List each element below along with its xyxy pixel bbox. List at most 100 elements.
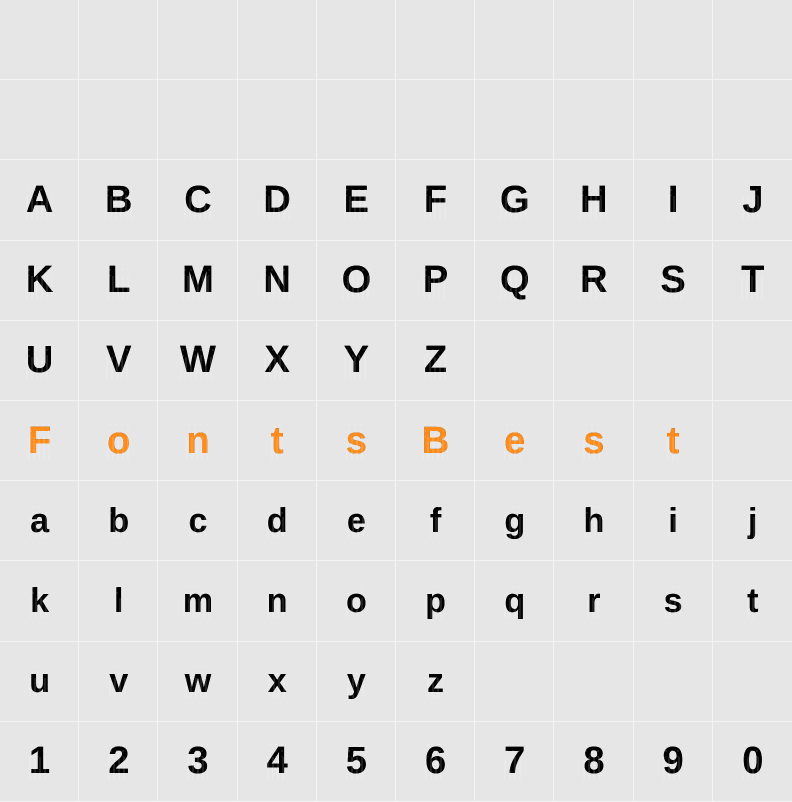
glyph-cell[interactable]: j	[713, 481, 792, 561]
glyph-cell[interactable]: B	[79, 160, 158, 240]
glyph-cell[interactable]: i	[634, 481, 713, 561]
glyph-cell[interactable]: K	[0, 241, 79, 321]
glyph-cell[interactable]	[713, 80, 792, 160]
glyph-cell[interactable]	[554, 0, 633, 80]
glyph-cell[interactable]	[475, 0, 554, 80]
glyph-cell[interactable]: o	[317, 561, 396, 641]
glyph-cell[interactable]: n	[238, 561, 317, 641]
glyph-cell[interactable]	[238, 80, 317, 160]
glyph-cell[interactable]: w	[158, 642, 237, 722]
glyph-cell[interactable]: E	[317, 160, 396, 240]
glyph-cell[interactable]: M	[158, 241, 237, 321]
glyph-cell[interactable]	[634, 642, 713, 722]
glyph-cell[interactable]: S	[634, 241, 713, 321]
glyph-cell[interactable]: t	[238, 401, 317, 481]
glyph-cell[interactable]: d	[238, 481, 317, 561]
glyph-cell[interactable]: T	[713, 241, 792, 321]
glyph-cell[interactable]: s	[554, 401, 633, 481]
glyph-cell[interactable]	[317, 80, 396, 160]
glyph-cell[interactable]: t	[713, 561, 792, 641]
glyph-cell[interactable]: b	[79, 481, 158, 561]
glyph-cell[interactable]: G	[475, 160, 554, 240]
glyph-cell[interactable]	[554, 642, 633, 722]
glyph-cell[interactable]	[554, 321, 633, 401]
glyph-cell[interactable]	[158, 80, 237, 160]
glyph-cell[interactable]: 0	[713, 722, 792, 802]
glyph-cell[interactable]: 3	[158, 722, 237, 802]
glyph-cell[interactable]: 8	[554, 722, 633, 802]
glyph-cell[interactable]: O	[317, 241, 396, 321]
glyph-cell[interactable]: h	[554, 481, 633, 561]
glyph-cell[interactable]: 2	[79, 722, 158, 802]
glyph-cell[interactable]: p	[396, 561, 475, 641]
glyph-cell[interactable]: 1	[0, 722, 79, 802]
glyph-cell[interactable]: 6	[396, 722, 475, 802]
glyph-cell[interactable]: c	[158, 481, 237, 561]
glyph-cell[interactable]: e	[317, 481, 396, 561]
glyph-cell[interactable]: 9	[634, 722, 713, 802]
glyph-cell[interactable]: Y	[317, 321, 396, 401]
glyph-cell[interactable]: X	[238, 321, 317, 401]
glyph-cell[interactable]	[713, 401, 792, 481]
glyph-cell[interactable]	[0, 0, 79, 80]
glyph-cell[interactable]: f	[396, 481, 475, 561]
glyph-cell[interactable]: C	[158, 160, 237, 240]
glyph-cell[interactable]	[713, 642, 792, 722]
glyph-cell[interactable]	[396, 0, 475, 80]
glyph-cell[interactable]: A	[0, 160, 79, 240]
glyph-cell[interactable]	[79, 80, 158, 160]
glyph-cell[interactable]	[475, 642, 554, 722]
glyph-cell[interactable]: V	[79, 321, 158, 401]
glyph-cell[interactable]: v	[79, 642, 158, 722]
glyph-cell[interactable]	[554, 80, 633, 160]
glyph-cell[interactable]: q	[475, 561, 554, 641]
glyph-cell[interactable]	[634, 80, 713, 160]
glyph-cell[interactable]: s	[634, 561, 713, 641]
glyph-cell[interactable]: H	[554, 160, 633, 240]
glyph-cell[interactable]: a	[0, 481, 79, 561]
glyph-cell[interactable]: r	[554, 561, 633, 641]
glyph-cell[interactable]	[475, 321, 554, 401]
glyph-cell[interactable]	[713, 0, 792, 80]
glyph-cell[interactable]: U	[0, 321, 79, 401]
glyph-cell[interactable]: 7	[475, 722, 554, 802]
glyph-cell[interactable]: W	[158, 321, 237, 401]
glyph-cell[interactable]: P	[396, 241, 475, 321]
glyph-cell[interactable]	[317, 0, 396, 80]
glyph-cell[interactable]: Z	[396, 321, 475, 401]
glyph-cell[interactable]: Q	[475, 241, 554, 321]
glyph-cell[interactable]: s	[317, 401, 396, 481]
glyph-cell[interactable]: t	[634, 401, 713, 481]
glyph-cell[interactable]	[238, 0, 317, 80]
glyph-cell[interactable]: N	[238, 241, 317, 321]
glyph-cell[interactable]: F	[0, 401, 79, 481]
glyph-cell[interactable]: m	[158, 561, 237, 641]
glyph-cell[interactable]: l	[79, 561, 158, 641]
glyph-cell[interactable]: I	[634, 160, 713, 240]
glyph-cell[interactable]: B	[396, 401, 475, 481]
glyph-cell[interactable]: y	[317, 642, 396, 722]
glyph-cell[interactable]	[396, 80, 475, 160]
glyph-cell[interactable]: 5	[317, 722, 396, 802]
glyph-cell[interactable]: k	[0, 561, 79, 641]
glyph-cell[interactable]	[0, 80, 79, 160]
glyph-cell[interactable]: o	[79, 401, 158, 481]
glyph-cell[interactable]	[713, 321, 792, 401]
glyph-cell[interactable]: F	[396, 160, 475, 240]
glyph-cell[interactable]: D	[238, 160, 317, 240]
glyph-cell[interactable]: 4	[238, 722, 317, 802]
glyph-cell[interactable]	[634, 0, 713, 80]
glyph-cell[interactable]: n	[158, 401, 237, 481]
glyph-cell[interactable]: x	[238, 642, 317, 722]
glyph-cell[interactable]: g	[475, 481, 554, 561]
glyph-cell[interactable]	[158, 0, 237, 80]
glyph-cell[interactable]	[634, 321, 713, 401]
glyph-cell[interactable]: u	[0, 642, 79, 722]
glyph-cell[interactable]: z	[396, 642, 475, 722]
glyph-cell[interactable]: J	[713, 160, 792, 240]
glyph-cell[interactable]: e	[475, 401, 554, 481]
glyph-cell[interactable]	[475, 80, 554, 160]
glyph-cell[interactable]	[79, 0, 158, 80]
glyph-cell[interactable]: L	[79, 241, 158, 321]
glyph-cell[interactable]: R	[554, 241, 633, 321]
